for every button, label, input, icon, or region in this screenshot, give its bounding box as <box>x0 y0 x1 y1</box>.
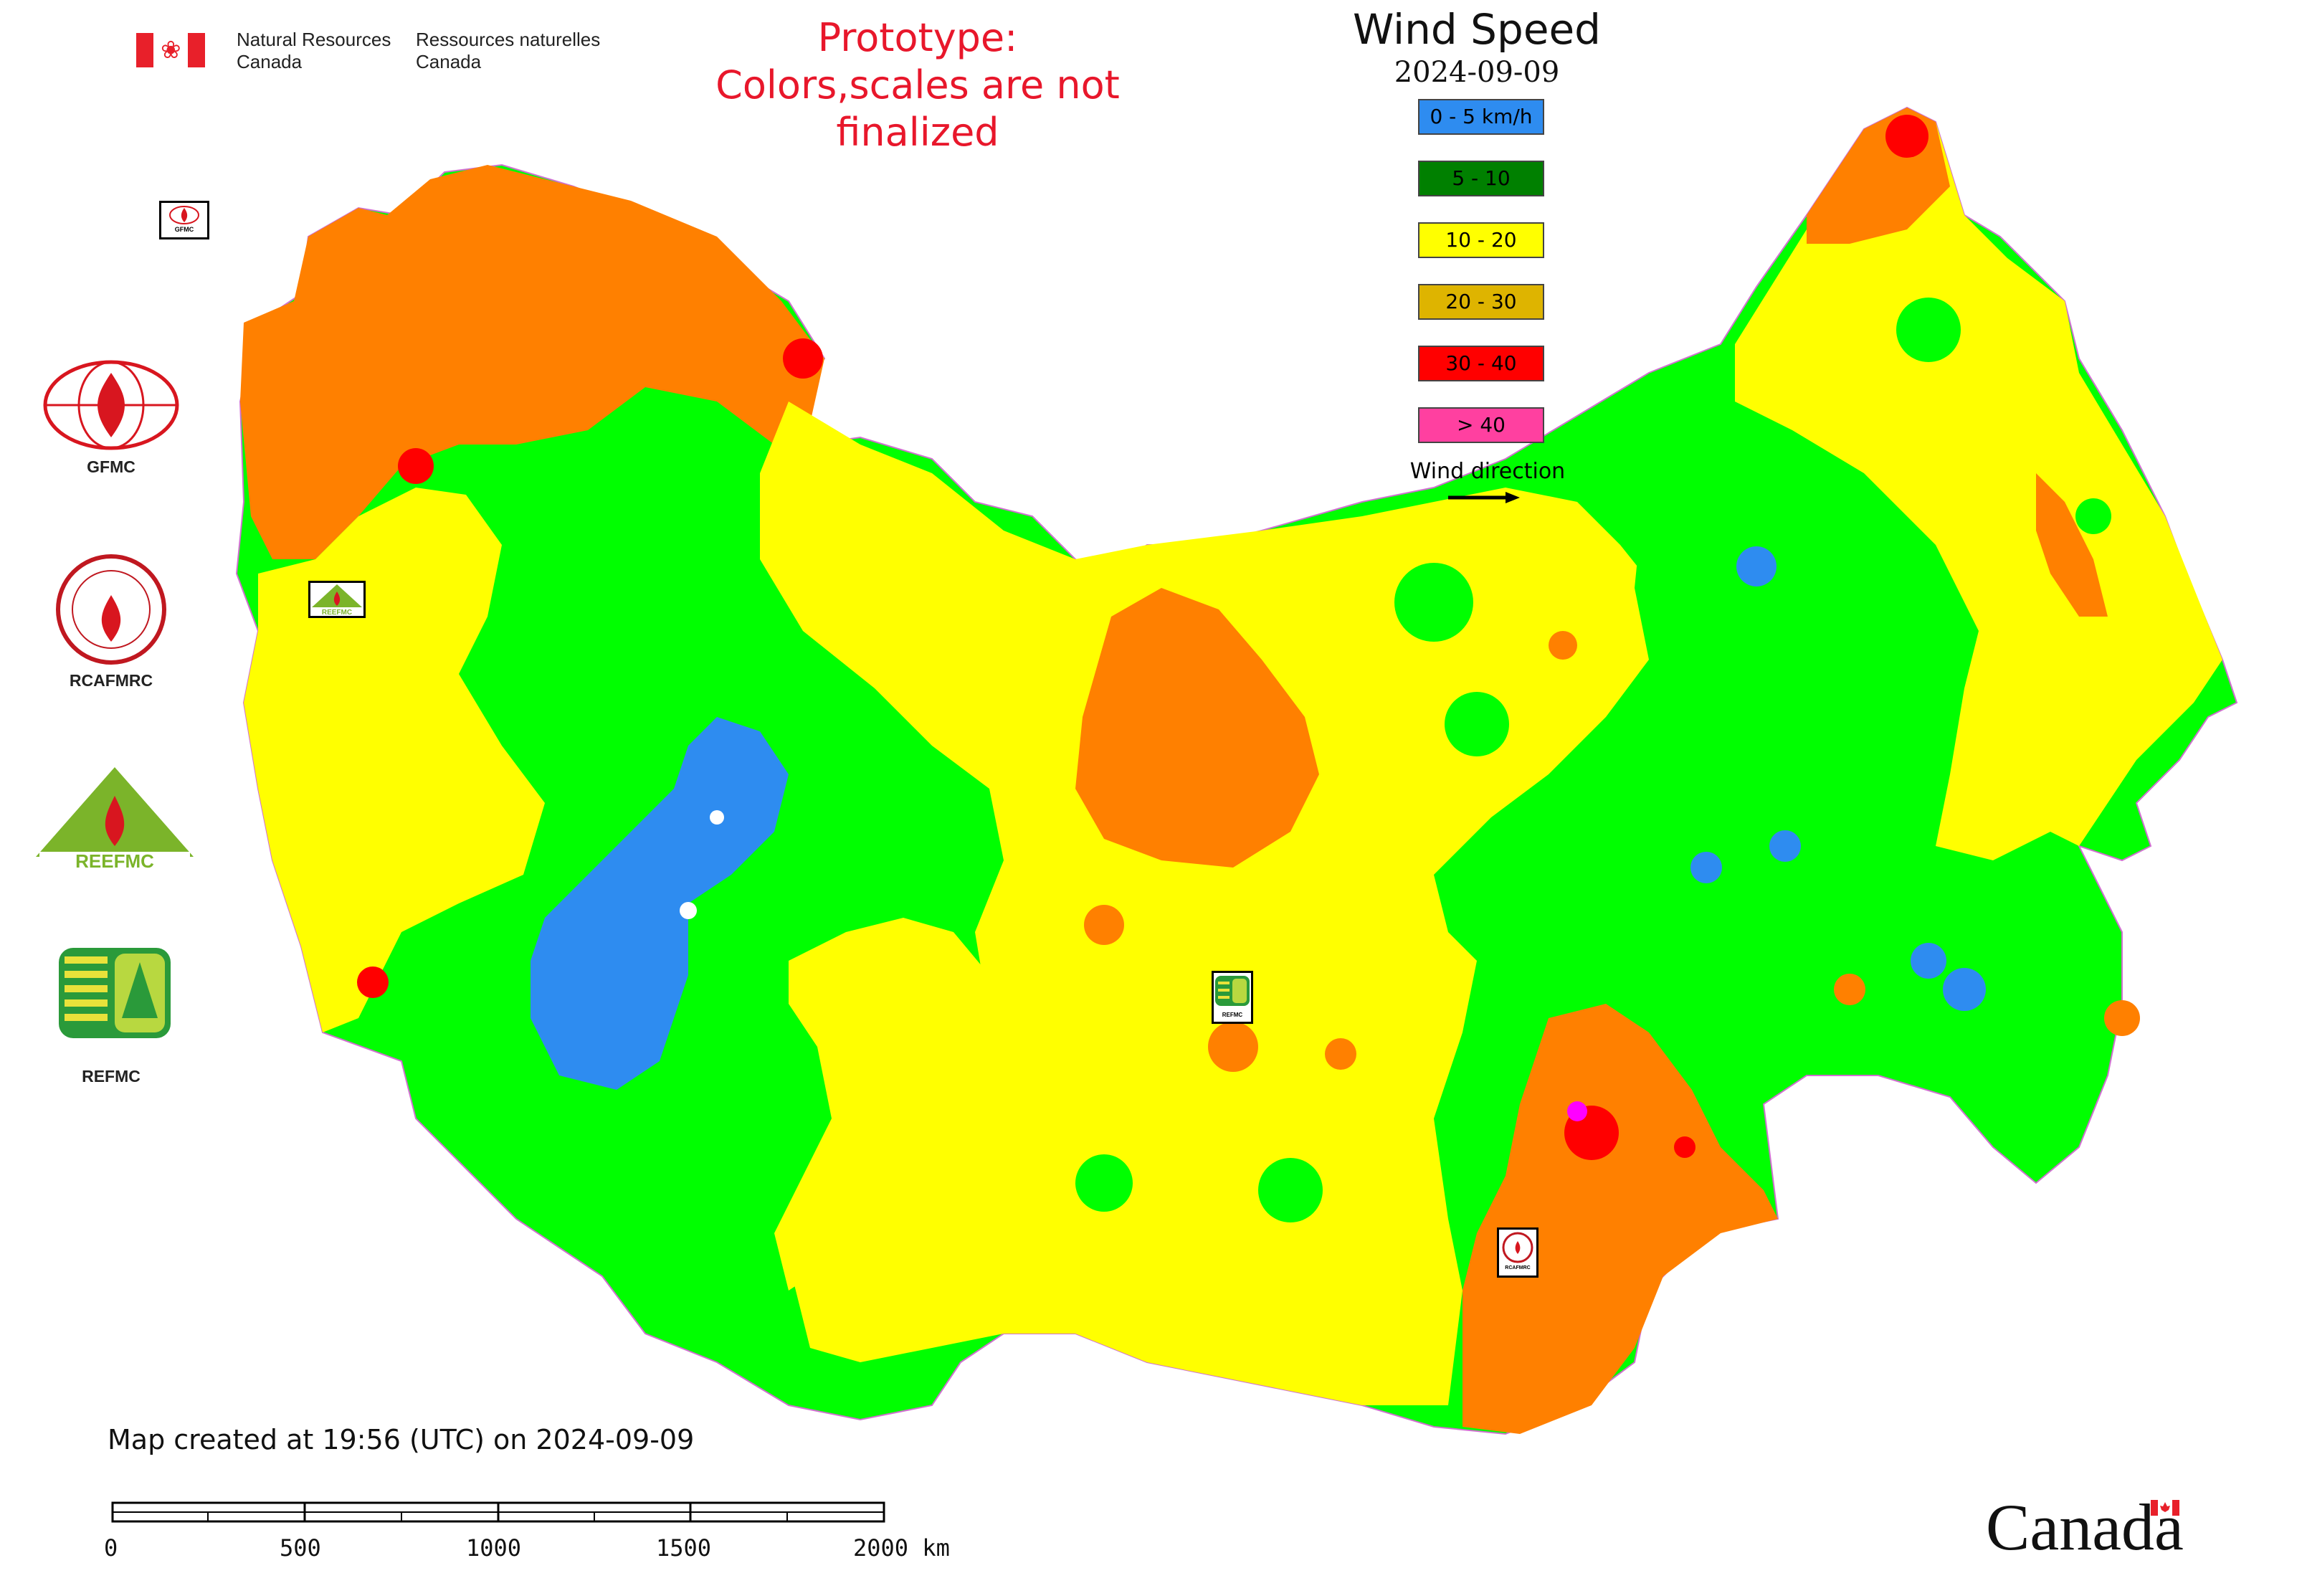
rcafmrc-logo-icon <box>56 554 166 665</box>
zone-central-yellow <box>760 402 1706 1405</box>
legend-item: 20 - 30 <box>1418 284 1544 320</box>
disc-white <box>710 810 724 825</box>
org-name-english: Natural Resources Canada <box>237 29 391 72</box>
legend-item: > 40 <box>1418 407 1544 443</box>
disc-orange <box>1325 1038 1356 1070</box>
disc-red <box>357 966 389 998</box>
disc-orange <box>1208 1022 1258 1072</box>
disc-green <box>1258 1158 1323 1222</box>
disc-white <box>680 902 697 919</box>
disc-blue <box>1736 546 1777 586</box>
station-marker-label: RCAFMRC <box>1505 1265 1531 1270</box>
disc-green <box>1896 298 1961 362</box>
svg-text:REEFMC: REEFMC <box>75 850 154 872</box>
disc-orange <box>1549 631 1577 660</box>
station-marker-label: REFMC <box>1222 1012 1243 1018</box>
station-marker-reefmc: REEFMC <box>308 581 366 618</box>
reefmc-logo-icon: REEFMC <box>36 767 194 872</box>
refmc-logo-label: REFMC <box>82 1067 141 1086</box>
station-marker-gfmc: GFMC <box>159 201 209 239</box>
zone-baikal-orange <box>1462 1004 1778 1434</box>
refmc-logo-icon <box>59 948 171 1038</box>
disc-green <box>1075 1154 1133 1212</box>
disc-orange <box>2104 1000 2140 1036</box>
refmc-marker-icon <box>1215 976 1250 1006</box>
disc-green <box>2075 498 2111 534</box>
disc-blue <box>1943 968 1986 1011</box>
nrcan-signature: ❀ Natural Resources Canada Ressources na… <box>136 27 681 77</box>
legend-item: 30 - 40 <box>1418 346 1544 381</box>
disc-blue <box>1769 830 1801 862</box>
disc-green <box>1491 975 1549 1032</box>
scale-label: 1500 <box>656 1534 712 1562</box>
disc-red <box>783 338 823 379</box>
gfmc-logo-label: GFMC <box>87 457 135 476</box>
map-title: Wind Speed <box>1352 5 1602 54</box>
zone-south-yellow <box>774 918 1004 1291</box>
disc-red <box>398 448 434 484</box>
prototype-notice: Prototype: Colors,scales are not finaliz… <box>715 15 1120 155</box>
map-created-text: Map created at 19:56 (UTC) on 2024-09-09 <box>108 1424 695 1455</box>
gfmc-marker-icon <box>169 206 199 224</box>
scale-label: 2000 km <box>853 1534 950 1562</box>
legend-item: 0 - 5 km/h <box>1418 99 1544 135</box>
zone-west-yellow <box>244 488 545 1032</box>
station-marker-label: GFMC <box>174 226 194 233</box>
disc-green <box>1394 563 1473 642</box>
canada-flag-icon: ❀ <box>136 33 205 67</box>
rcafmrc-marker-icon <box>1502 1232 1533 1263</box>
disc-blue <box>1911 943 1946 979</box>
rcafmrc-logo-label: RCAFMRC <box>69 671 153 690</box>
zone-amur-green <box>1850 860 2108 1162</box>
legend-item: 5 - 10 <box>1418 161 1544 196</box>
legend-item: 10 - 20 <box>1418 222 1544 258</box>
scale-bar <box>111 1501 885 1523</box>
zone-kamchatka-orange <box>2036 473 2108 617</box>
wind-direction-arrow-icon <box>1448 492 1520 503</box>
zone-west-blue <box>531 717 789 1090</box>
disc-red <box>1885 115 1928 158</box>
disc-green <box>1445 692 1509 756</box>
disc-magenta <box>1567 1101 1587 1121</box>
disc-red <box>1674 1136 1695 1158</box>
scale-label: 0 <box>104 1534 118 1562</box>
zone-northeast-green <box>1434 416 1964 1004</box>
org-name-french: Ressources naturelles Canada <box>416 29 601 72</box>
disc-orange <box>1834 974 1865 1005</box>
zone-fareast-yellow <box>1735 122 2222 860</box>
station-marker-rcafmrc: RCAFMRC <box>1497 1227 1538 1278</box>
zone-southwest-green <box>602 1018 860 1348</box>
gfmc-logo-icon <box>43 360 179 450</box>
station-marker-refmc: REFMC <box>1212 971 1253 1024</box>
station-marker-label: REEFMC <box>322 609 352 616</box>
reefmc-marker-icon: REEFMC <box>312 584 362 616</box>
wind-direction-label: Wind direction <box>1409 459 1566 484</box>
scale-label: 1000 <box>466 1534 522 1562</box>
zone-scandinavia-orange <box>240 165 824 559</box>
disc-blue <box>1690 852 1722 883</box>
disc-orange <box>1084 905 1124 945</box>
wordmark-flag-icon <box>2150 1500 2179 1516</box>
scale-label: 500 <box>280 1534 321 1562</box>
map-date: 2024-09-09 <box>1394 56 1560 89</box>
zone-westsib-orange <box>1075 588 1319 868</box>
canada-wordmark: Canada <box>1986 1491 2184 1563</box>
